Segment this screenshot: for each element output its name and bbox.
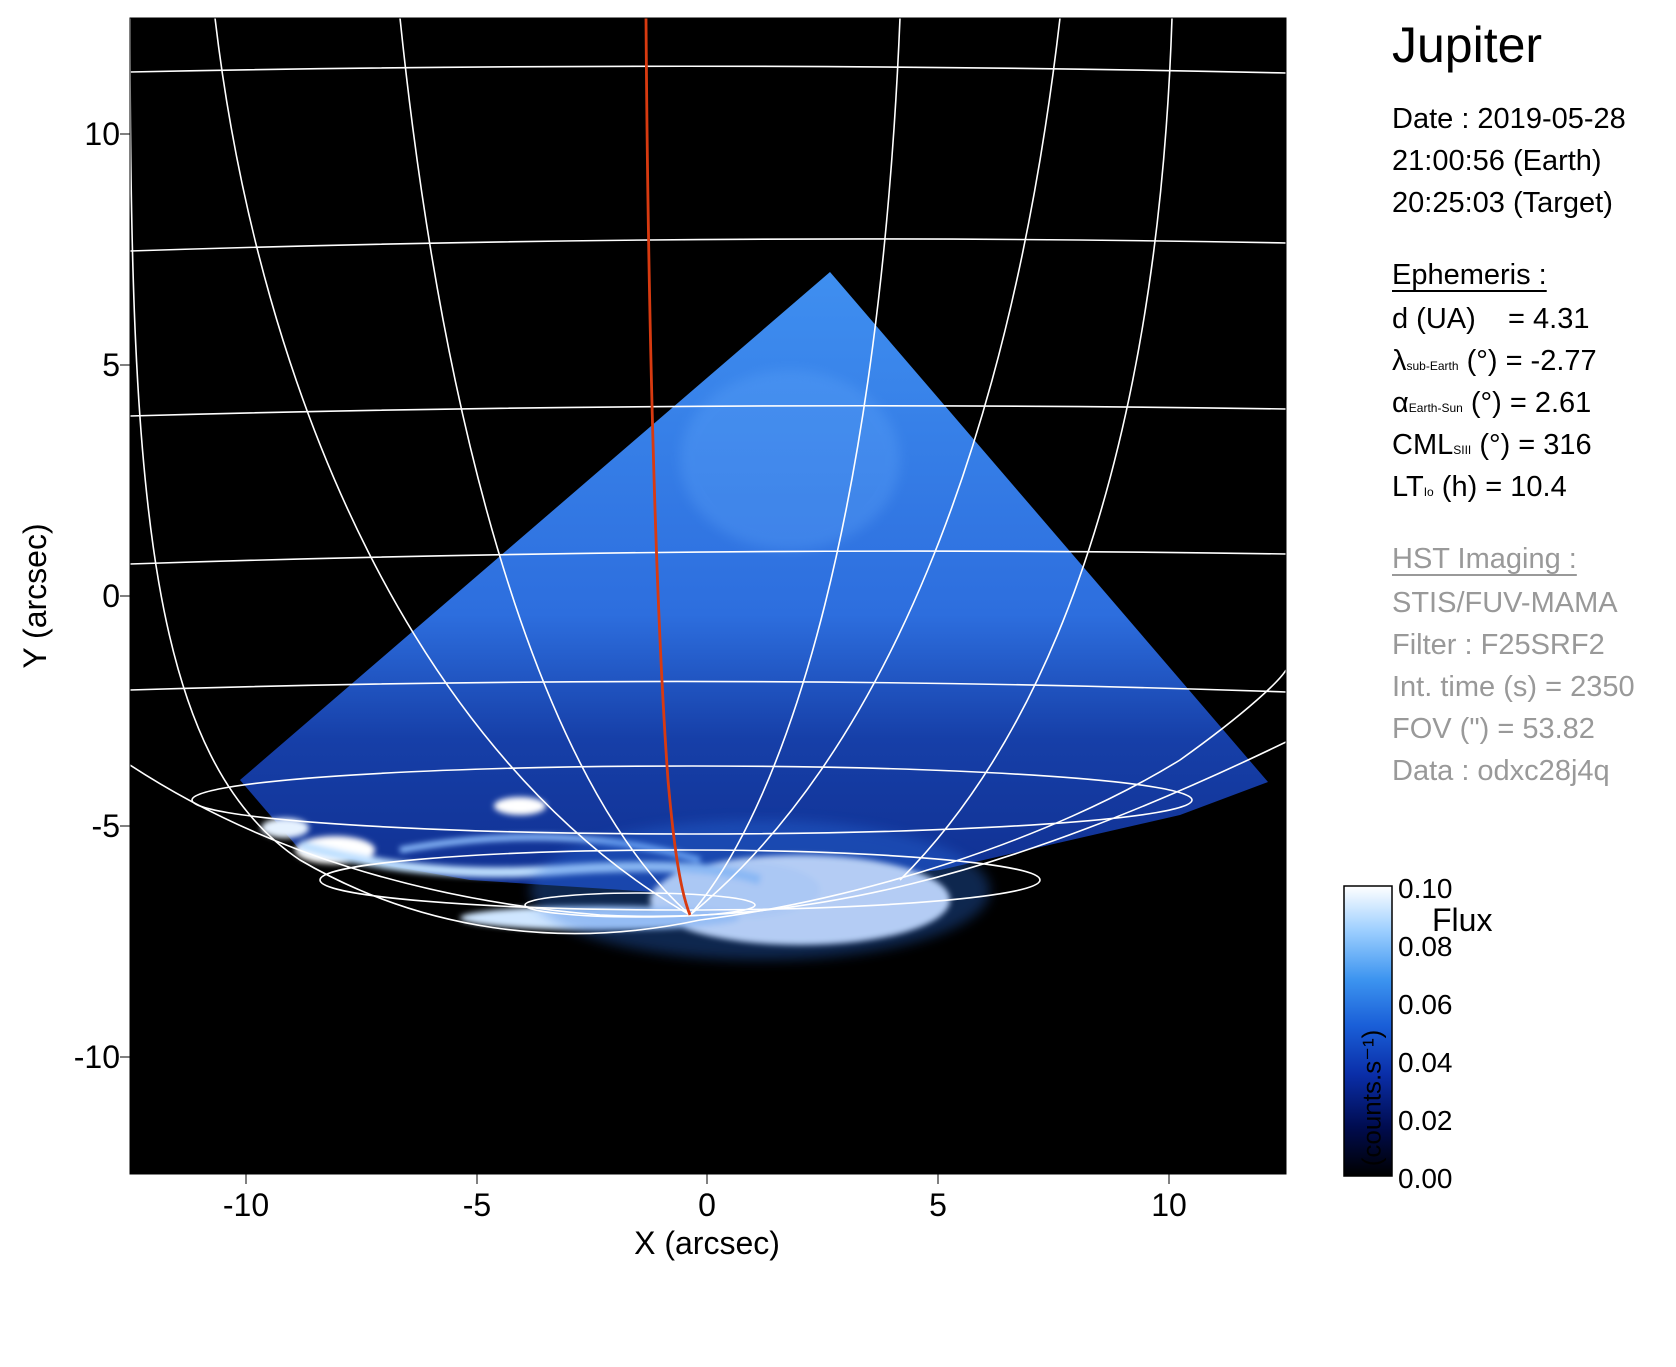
- latitude-grid: [130, 65, 1286, 918]
- io-local-time-row: LTIo (h) = 10.4: [1392, 466, 1567, 513]
- x-tick-label: 0: [698, 1187, 716, 1223]
- x-tick-label: -5: [463, 1187, 491, 1223]
- distance-value: = 4.31: [1508, 303, 1590, 335]
- target-time: 20:25:03 (Target): [1392, 187, 1613, 219]
- upper-emission-patch: [680, 370, 900, 550]
- colorbar-tick-label: 0.00: [1398, 1163, 1453, 1194]
- lt-symbol: LT: [1392, 471, 1424, 503]
- x-tick-label: -10: [223, 1187, 269, 1223]
- x-tick-label: 10: [1151, 1187, 1187, 1223]
- cml-symbol: CML: [1392, 429, 1454, 461]
- observed-field: [240, 272, 1268, 895]
- colorbar-tick-label: 0.04: [1398, 1047, 1453, 1078]
- lambda-symbol: λ: [1392, 345, 1407, 377]
- x-tick-label: 5: [929, 1187, 947, 1223]
- hst-header: HST Imaging :: [1392, 543, 1577, 575]
- planet-limb: [130, 18, 1286, 935]
- colorbar-tick-label: 0.06: [1398, 989, 1453, 1020]
- cml-row: CMLSIII (°) = 316: [1392, 424, 1592, 471]
- colorbar-ticks: 0.10 0.08 0.06 0.04 0.02 0.00: [1398, 873, 1453, 1194]
- hst-filter: Filter : F25SRF2: [1392, 629, 1605, 661]
- colorbar-unit: (counts.s⁻¹): [1356, 1029, 1387, 1167]
- sub-earth-latitude-row: λsub-Earth (°) = -2.77: [1392, 340, 1597, 387]
- highlighted-meridian: [644, 18, 692, 916]
- x-axis: -10 -5 0 5 10 X (arcsec): [223, 1174, 1187, 1261]
- hst-int-time: Int. time (s) = 2350: [1392, 671, 1635, 703]
- y-axis: 10 5 0 -5 -10 Y (arcsec): [17, 116, 130, 1075]
- y-tick-label: -10: [74, 1039, 120, 1075]
- meridian-grid: [214, 18, 1061, 916]
- colorbar: [1343, 885, 1393, 1177]
- alpha-value: (°) = 2.61: [1470, 387, 1592, 419]
- earth-time: 21:00:56 (Earth): [1392, 145, 1602, 177]
- y-tick-label: 5: [102, 347, 120, 383]
- alpha-symbol: α: [1392, 387, 1409, 419]
- ephemeris-header: Ephemeris :: [1392, 259, 1547, 291]
- colorbar-title: Flux: [1432, 902, 1493, 938]
- colorbar-tick-label: 0.08: [1398, 931, 1453, 962]
- y-tick-label: 0: [102, 578, 120, 614]
- lambda-subscript: sub-Earth: [1406, 359, 1459, 373]
- y-tick-label: -5: [92, 808, 120, 844]
- y-tick-label: 10: [84, 116, 120, 152]
- hst-data-id: Data : odxc28j4q: [1392, 755, 1610, 787]
- figure-title: Jupiter: [1392, 17, 1543, 73]
- cml-value: (°) = 316: [1479, 429, 1592, 461]
- hst-fov: FOV (") = 53.82: [1392, 713, 1595, 745]
- hst-instrument: STIS/FUV-MAMA: [1392, 587, 1618, 619]
- date-line: Date : 2019-05-28: [1392, 103, 1626, 135]
- x-axis-label: X (arcsec): [634, 1225, 780, 1261]
- distance-row: d (UA) = 4.31: [1392, 298, 1589, 340]
- alpha-subscript: Earth-Sun: [1408, 401, 1463, 415]
- lt-subscript: Io: [1423, 485, 1434, 499]
- colorbar-tick-label: 0.02: [1398, 1105, 1453, 1136]
- lambda-value: (°) = -2.77: [1466, 345, 1597, 377]
- cml-subscript: SIII: [1453, 443, 1472, 457]
- auroral-halo: [530, 820, 990, 960]
- distance-label: d (UA): [1392, 303, 1476, 335]
- lt-value: (h) = 10.4: [1441, 471, 1567, 503]
- colorbar-tick-label: 0.10: [1398, 873, 1453, 904]
- y-axis-label: Y (arcsec): [17, 523, 53, 668]
- phase-angle-row: αEarth-Sun (°) = 2.61: [1392, 382, 1591, 429]
